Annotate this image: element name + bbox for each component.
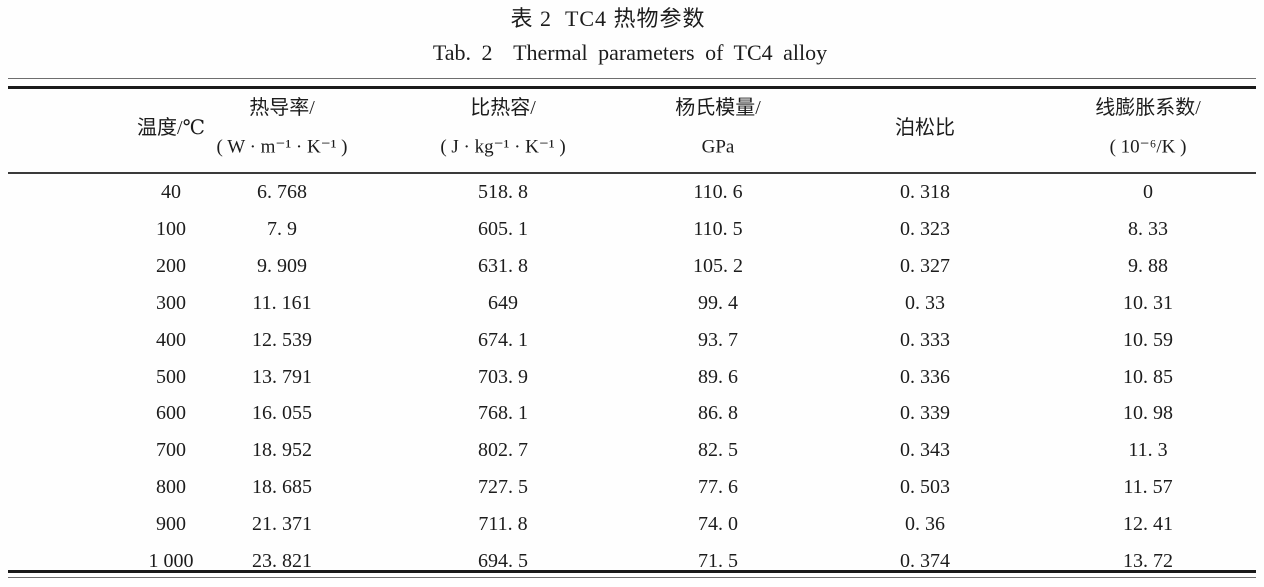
table-cell: 711. 8 [478,513,528,536]
table-cell: 605. 1 [478,217,528,240]
table-cell: 74. 0 [698,513,738,536]
column-header: 热导率/ [249,97,315,119]
table-cell: 9. 88 [1128,254,1168,277]
table-cell: 631. 8 [478,254,528,277]
table-cell: 0. 33 [905,291,945,314]
column-header: 线膨胀系数/ [1095,97,1201,119]
table-cell: 93. 7 [698,328,738,351]
column-header: 温度/℃ [137,117,205,139]
table-cell: 518. 8 [478,181,528,203]
table-cell: 10. 31 [1123,291,1173,314]
table-cell: 700 [156,439,186,462]
table-cell: 89. 6 [698,365,738,388]
table-cell: 18. 685 [252,476,312,499]
table-cell: 13. 72 [1123,550,1173,572]
column-header: 杨氏模量/ [675,97,761,119]
table-cell: 40 [161,181,181,203]
table-cell: 11. 161 [252,291,312,314]
table-cell: 11. 3 [1128,439,1168,462]
table-cell: 694. 5 [478,550,528,572]
table-cell: 0. 333 [900,328,950,351]
table-cell: 0 [1143,181,1153,203]
table-cell: 18. 952 [252,439,312,462]
table-top-rule-thin [8,78,1256,79]
table-cell: 1 000 [148,550,194,572]
table-cell: 13. 791 [252,365,312,388]
table-cell: 802. 7 [478,439,528,462]
table-cell: 900 [156,513,186,536]
column-unit: ( J · kg⁻¹ · K⁻¹ ) [440,136,566,158]
table-cell: 21. 371 [252,513,312,536]
table-cell: 0. 327 [900,254,950,277]
table-cell: 105. 2 [693,254,743,277]
table-bottom-rule-thin [8,577,1256,578]
table-cell: 8. 33 [1128,217,1168,240]
column-unit: ( W · m⁻¹ · K⁻¹ ) [216,136,348,158]
column-header: 泊松比 [895,117,955,139]
table-cell: 6. 768 [257,181,307,203]
table-cell: 9. 909 [257,254,307,277]
table-cell: 0. 36 [905,513,945,536]
table-cell: 10. 59 [1123,328,1173,351]
table-cell: 71. 5 [698,550,738,572]
table-cell: 400 [156,328,186,351]
table-cell: 86. 8 [698,402,738,425]
table-cell: 10. 85 [1123,365,1173,388]
table-cell: 16. 055 [252,402,312,425]
table-cell: 800 [156,476,186,499]
table-cell: 727. 5 [478,476,528,499]
table-cell: 600 [156,402,186,425]
table-cell: 100 [156,217,186,240]
table-cell: 0. 343 [900,439,950,462]
table-cell: 99. 4 [698,291,738,314]
table-cell: 500 [156,365,186,388]
table-cell: 300 [156,291,186,314]
table-cell: 0. 323 [900,217,950,240]
table-cell: 0. 318 [900,181,950,203]
table-cell: 0. 336 [900,365,950,388]
table-cell: 12. 539 [252,328,312,351]
table-cell: 77. 6 [698,476,738,499]
table-cell: 110. 5 [693,217,743,240]
table-cell: 11. 57 [1123,476,1173,499]
table-cell: 200 [156,254,186,277]
table-cell: 82. 5 [698,439,738,462]
table-cell: 0. 339 [900,402,950,425]
table-cell: 10. 98 [1123,402,1173,425]
table-header-separator [8,172,1256,174]
table-cell: 0. 374 [900,550,950,572]
table-cell: 674. 1 [478,328,528,351]
table-cell: 7. 9 [267,217,297,240]
table-cell: 703. 9 [478,365,528,388]
column-unit: ( 10⁻⁶/K ) [1109,136,1187,158]
table-title-chinese: 表 2 TC4 热物参数 [510,6,706,31]
column-unit: GPa [701,136,735,158]
table-bottom-rule-thick [8,570,1256,573]
table-cell: 649 [488,291,518,314]
table-top-rule-thick [8,86,1256,89]
table-cell: 12. 41 [1123,513,1173,536]
table-cell: 0. 503 [900,476,950,499]
column-header: 比热容/ [470,97,536,119]
table-cell: 110. 6 [693,181,743,203]
table-cell: 768. 1 [478,402,528,425]
table-cell: 23. 821 [252,550,312,572]
table-title-english: Tab. 2 Thermal parameters of TC4 alloy [432,40,828,65]
